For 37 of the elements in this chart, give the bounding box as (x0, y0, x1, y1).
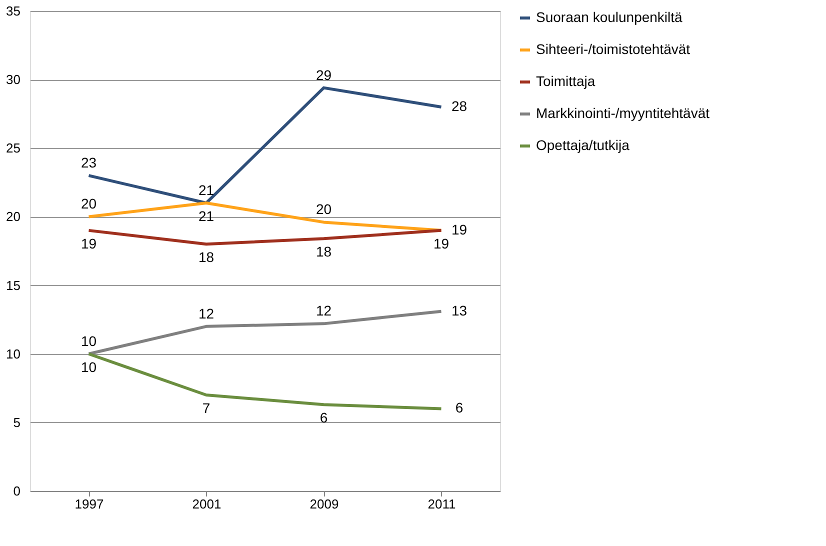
y-tick-label: 20 (6, 209, 20, 224)
data-label: 13 (451, 302, 468, 318)
y-tick-label: 30 (6, 72, 20, 88)
data-label: 19 (451, 221, 468, 238)
legend-label: Opettaja/tutkija (536, 137, 630, 153)
legend-label: Sihteeri-/toimistotehtävät (536, 41, 690, 57)
legend-label: Markkinointi-/myyntitehtävät (536, 105, 710, 121)
data-label: 28 (451, 98, 468, 114)
data-label: 23 (80, 154, 97, 171)
data-label: 10 (80, 332, 97, 349)
data-label: 19 (433, 235, 450, 252)
data-label: 21 (198, 208, 214, 224)
data-label: 20 (316, 201, 332, 218)
data-label: 18 (316, 244, 332, 260)
data-label: 12 (198, 305, 214, 322)
x-tick-label: 1997 (74, 496, 104, 512)
data-label: 6 (455, 400, 464, 416)
y-tick-label: 25 (6, 140, 20, 156)
y-tick-label: 35 (6, 4, 20, 18)
data-label: 19 (80, 235, 97, 252)
y-tick-label: 15 (6, 278, 20, 293)
x-tick-label: 2001 (192, 496, 222, 512)
data-label: 12 (316, 302, 332, 319)
data-label: 7 (202, 400, 210, 416)
data-label: 10 (80, 358, 97, 375)
data-label: 18 (198, 249, 214, 266)
data-label: 29 (316, 66, 332, 83)
data-label: 21 (198, 182, 214, 198)
x-tick-label: 2009 (310, 496, 339, 512)
data-label: 20 (80, 196, 97, 212)
x-tick-label: 2011 (428, 496, 456, 512)
y-tick-label: 5 (13, 414, 20, 430)
legend-label: Toimittaja (536, 73, 596, 89)
legend-label: Suoraan koulunpenkiltä (536, 9, 683, 25)
y-tick-label: 0 (13, 484, 20, 498)
y-tick-label: 10 (6, 346, 20, 362)
data-label: 6 (320, 410, 328, 426)
